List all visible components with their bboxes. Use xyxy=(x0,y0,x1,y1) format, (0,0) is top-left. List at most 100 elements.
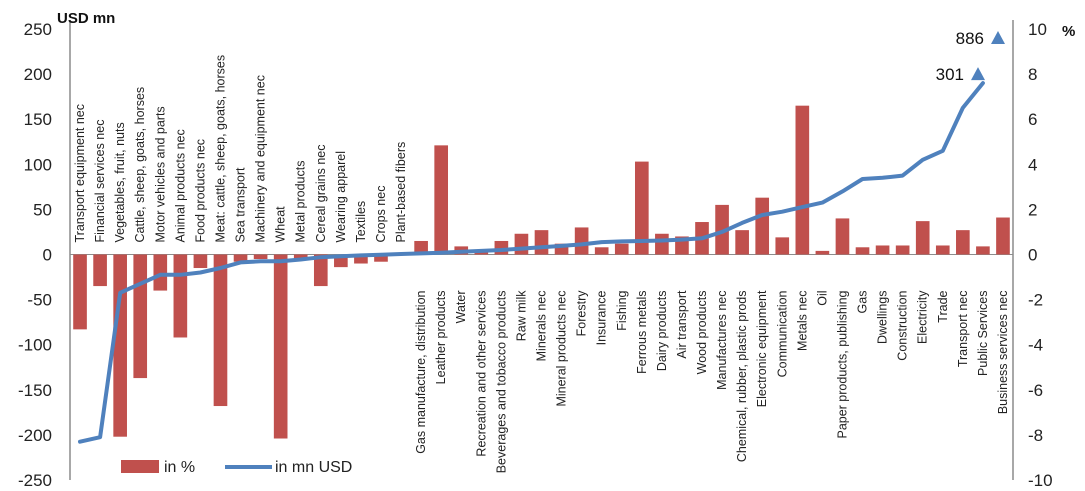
bar xyxy=(715,204,729,255)
right-tick-label: -10 xyxy=(1028,471,1053,490)
left-tick-label: -250 xyxy=(18,471,52,490)
category-label: Mineral products nec xyxy=(555,291,569,407)
right-tick-label: 0 xyxy=(1028,246,1037,265)
category-label: Wearing apparel xyxy=(334,151,348,243)
category-label: Food products nec xyxy=(193,139,207,243)
left-tick-label: 200 xyxy=(24,65,52,84)
category-label: Electronic equipment xyxy=(755,290,769,407)
bar xyxy=(574,227,589,255)
category-label: Gas xyxy=(856,291,870,314)
chart-axes: 250200150100500-50-100-150-200-250108642… xyxy=(18,10,1075,490)
category-label: Paper products, publishing xyxy=(835,290,849,438)
category-label: Fishing xyxy=(615,290,629,330)
category-label: Crops nec xyxy=(374,186,388,243)
bar xyxy=(354,254,368,264)
left-tick-label: -150 xyxy=(18,381,52,400)
bar xyxy=(915,221,930,255)
bar xyxy=(815,250,830,255)
bar xyxy=(956,230,970,255)
right-tick-label: 8 xyxy=(1028,65,1037,84)
category-label: Meat: cattle, sheep, goats, horses xyxy=(213,55,227,243)
bar xyxy=(273,254,288,439)
left-axis-unit: USD mn xyxy=(57,10,115,27)
category-label: Manufactures nec xyxy=(715,291,729,390)
right-tick-label: 4 xyxy=(1028,155,1037,174)
left-tick-label: 50 xyxy=(33,200,52,219)
right-tick-label: 2 xyxy=(1028,200,1037,219)
bar xyxy=(293,254,308,260)
category-label: Raw milk xyxy=(514,290,528,341)
category-label: Dwellings xyxy=(876,291,890,345)
bar xyxy=(113,254,127,437)
right-tick-label: 6 xyxy=(1028,110,1037,129)
right-tick-label: -4 xyxy=(1028,336,1043,355)
outlier-marker xyxy=(971,67,985,81)
legend-label: in % xyxy=(164,459,195,476)
category-label: Wheat xyxy=(274,206,288,243)
bar xyxy=(233,254,248,262)
category-label: Public Services xyxy=(976,291,990,376)
bar xyxy=(775,237,790,255)
bar xyxy=(153,254,168,291)
category-label: Water xyxy=(454,291,468,324)
left-tick-label: -100 xyxy=(18,336,52,355)
bar xyxy=(374,254,388,262)
bar xyxy=(173,254,188,338)
bar xyxy=(534,230,549,255)
category-label: Beverages and tobacco products xyxy=(494,290,508,473)
bar xyxy=(93,254,107,287)
category-label: Oil xyxy=(815,291,829,306)
category-label: Cattle, sheep, goats, horses xyxy=(133,87,147,243)
outlier-marker-label: 886 xyxy=(956,29,984,48)
bar xyxy=(634,161,649,255)
category-label: Motor vehicles and parts xyxy=(153,106,167,242)
right-tick-label: -2 xyxy=(1028,291,1043,310)
category-label: Air transport xyxy=(675,290,689,359)
category-label: Plant-based fibers xyxy=(394,142,408,243)
line-series xyxy=(78,81,985,444)
category-label: Vegetables, fruit, nuts xyxy=(113,122,127,242)
bar xyxy=(554,243,569,255)
bar xyxy=(835,218,850,255)
category-label: Wood products xyxy=(695,291,709,375)
bar xyxy=(434,145,449,255)
legend: in % in mn USD xyxy=(121,459,352,476)
outlier-marker-label: 301 xyxy=(936,65,964,84)
bar xyxy=(133,254,148,379)
bar xyxy=(313,254,328,287)
category-label: Metal products xyxy=(294,161,308,243)
bar xyxy=(976,246,990,255)
left-tick-label: 100 xyxy=(24,155,52,174)
right-tick-label: -8 xyxy=(1028,426,1043,445)
bar xyxy=(253,254,268,260)
category-label: Dairy products xyxy=(655,291,669,372)
bar xyxy=(895,245,910,255)
bar xyxy=(213,254,228,407)
bar xyxy=(795,105,810,255)
left-tick-label: -50 xyxy=(27,291,52,310)
bar xyxy=(614,243,629,255)
category-label: Animal products nec xyxy=(173,129,187,242)
line-path xyxy=(78,81,985,444)
category-label: Construction xyxy=(896,290,910,360)
left-tick-label: 250 xyxy=(24,20,52,39)
bar xyxy=(514,233,529,255)
bar xyxy=(875,245,890,255)
bar xyxy=(855,247,870,255)
bar xyxy=(935,245,950,255)
category-label: Transport equipment nec xyxy=(73,104,87,243)
category-label: Gas manufacture, distribution xyxy=(414,290,428,453)
category-label: Electricity xyxy=(916,290,930,344)
category-label: Machinery and equipment nec xyxy=(254,75,268,242)
bar xyxy=(755,197,770,255)
category-label: Leather products xyxy=(434,291,448,385)
category-labels: Transport equipment nec Financial service… xyxy=(73,55,1010,473)
outlier-marker xyxy=(991,31,1005,45)
outlier-markers: 301 886 xyxy=(936,29,1005,84)
category-label: Financial services nec xyxy=(93,120,107,243)
legend-label: in mn USD xyxy=(275,459,352,476)
category-label: Chemical, rubber, plastic prods xyxy=(735,291,749,463)
bar xyxy=(735,230,749,255)
bar xyxy=(996,217,1010,255)
